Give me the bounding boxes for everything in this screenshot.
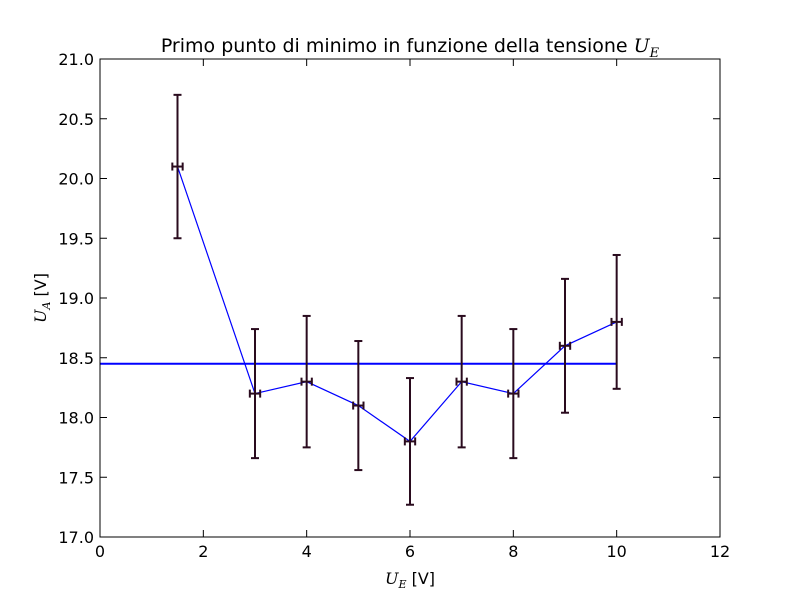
y-axis-label-math-sub: A bbox=[40, 301, 53, 310]
x-tick-label: 12 bbox=[710, 542, 730, 561]
data-point-2 bbox=[248, 328, 262, 460]
data-point-6 bbox=[455, 314, 468, 449]
y-tick-label: 18.0 bbox=[58, 409, 94, 428]
x-tick-label: 6 bbox=[405, 542, 415, 561]
chart-title-math-sub: E bbox=[649, 46, 660, 61]
y-tick-label: 18.5 bbox=[58, 349, 94, 368]
x-tick-label: 2 bbox=[198, 542, 208, 561]
y-tick-label: 20.5 bbox=[58, 110, 94, 129]
y-tick-label: 19.0 bbox=[58, 289, 94, 308]
axis-ticks: 0 2 4 6 8 10 12 17.0 17.5 18.0 18.5 19.0 19.5 20.0 20.… bbox=[58, 50, 730, 561]
y-tick-label: 19.5 bbox=[58, 229, 94, 248]
y-tick-label: 21.0 bbox=[58, 50, 94, 69]
x-axis-label-unit: [V] bbox=[407, 569, 436, 588]
data-point-3 bbox=[300, 314, 313, 449]
y-tick-label: 20.0 bbox=[58, 170, 94, 189]
data-point-5 bbox=[403, 377, 417, 506]
x-tick-label: 4 bbox=[302, 542, 312, 561]
axes-frame bbox=[99, 58, 721, 538]
data-point-1 bbox=[171, 93, 184, 240]
chart-title-math: U bbox=[634, 35, 651, 57]
data-point-4 bbox=[352, 340, 365, 472]
y-axis-label-unit: [V] bbox=[31, 273, 50, 302]
y-tick-label: 17.5 bbox=[58, 468, 94, 487]
plot-area bbox=[100, 93, 623, 506]
data-point-9 bbox=[610, 253, 623, 390]
x-tick-label: 8 bbox=[508, 542, 518, 561]
chart-title: Primo punto di minimo in funzione della … bbox=[161, 35, 660, 61]
data-point-8 bbox=[558, 277, 572, 414]
y-axis-label-math: U bbox=[31, 309, 50, 323]
x-axis-label: UE [V] bbox=[385, 569, 435, 591]
x-tick-label: 0 bbox=[95, 542, 105, 561]
chart-title-text: Primo punto di minimo in funzione della … bbox=[161, 35, 634, 57]
y-tick-label: 17.0 bbox=[58, 528, 94, 547]
data-point-7 bbox=[507, 328, 520, 460]
x-tick-label: 10 bbox=[606, 542, 626, 561]
x-axis-label-math-sub: E bbox=[397, 578, 406, 591]
y-axis-label: UA [V] bbox=[31, 273, 53, 323]
x-axis-label-math: U bbox=[385, 569, 399, 588]
